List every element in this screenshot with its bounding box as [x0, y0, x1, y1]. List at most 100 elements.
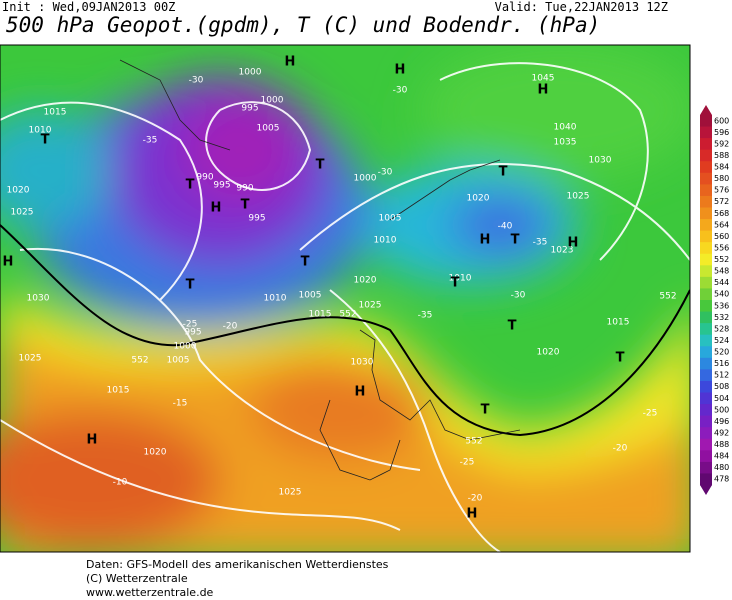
isoline-label: 1025: [567, 192, 590, 202]
isoline-label: 1025: [19, 354, 42, 364]
colorbar-arrow-bottom: [700, 485, 712, 495]
colorbar-swatch: [700, 161, 712, 174]
colorbar-label: 548: [714, 267, 729, 276]
isoline-label: 1025: [359, 301, 382, 311]
isoline-label: 1000: [261, 96, 284, 106]
isoline-label: 990: [236, 184, 253, 194]
colorbar-label: 588: [714, 151, 729, 160]
colorbar-label: 600: [714, 116, 729, 125]
isoline-label: 1005: [167, 356, 190, 366]
pressure-center: T: [481, 403, 490, 418]
colorbar-label: 572: [714, 197, 729, 206]
colorbar-label: 484: [714, 452, 729, 461]
colorbar-label: 580: [714, 174, 729, 183]
colorbar-swatch: [700, 450, 712, 463]
pressure-center: H: [3, 255, 14, 270]
colorbar-label: 540: [714, 290, 729, 299]
pressure-center: H: [355, 385, 366, 400]
colorbar-swatch: [700, 184, 712, 197]
isoline-label: 552: [659, 292, 676, 302]
isoline-label: -25: [183, 320, 198, 330]
colorbar-swatch: [700, 207, 712, 220]
isoline-label: -20: [468, 494, 483, 504]
isoline-label: 1010: [264, 294, 287, 304]
isoline-label: 995: [184, 328, 201, 338]
pressure-center: H: [467, 507, 478, 522]
colorbar-swatch: [700, 115, 712, 128]
colorbar-swatch: [700, 380, 712, 393]
colorbar-label: 504: [714, 394, 729, 403]
colorbar-swatch: [700, 311, 712, 324]
isoline-label: 1000: [354, 174, 377, 184]
pressure-center: T: [186, 178, 195, 193]
colorbar-swatch: [700, 438, 712, 451]
colorbar-label: 520: [714, 348, 729, 357]
colorbar-swatch: [700, 219, 712, 232]
isoline-label: 1045: [532, 74, 555, 84]
isoline-label: -30: [189, 76, 204, 86]
isoline-label: 1015: [607, 318, 630, 328]
isoline-label: 995: [248, 214, 265, 224]
colorbar-swatch: [700, 357, 712, 370]
isoline-label: 1025: [279, 488, 302, 498]
colorbar-swatch: [700, 392, 712, 405]
colorbar-label: 516: [714, 359, 729, 368]
pressure-center: H: [285, 55, 296, 70]
colorbar-label: 524: [714, 336, 729, 345]
isoline-label: 1020: [7, 186, 30, 196]
colorbar-label: 488: [714, 440, 729, 449]
colorbar-label: 568: [714, 209, 729, 218]
colorbar-arrow-top: [700, 105, 712, 115]
isoline-label: 1020: [144, 448, 167, 458]
colorbar-label: 508: [714, 382, 729, 391]
isoline-label: 1010: [374, 236, 397, 246]
colorbar-label: 536: [714, 301, 729, 310]
colorbar-label: 576: [714, 186, 729, 195]
pressure-center: H: [395, 63, 406, 78]
isoline-label: -25: [643, 409, 658, 419]
pressure-center: T: [186, 278, 195, 293]
isoline-label: 1005: [299, 291, 322, 301]
pressure-center: H: [211, 201, 222, 216]
pressure-center: T: [511, 233, 520, 248]
colorbar-swatch: [700, 323, 712, 336]
isoline-label: 1005: [257, 124, 280, 134]
isoline-label: 552: [131, 356, 148, 366]
isoline-label: 1040: [554, 123, 577, 133]
colorbar-label: 584: [714, 163, 729, 172]
colorbar-label: 512: [714, 371, 729, 380]
isoline-label: -30: [511, 291, 526, 301]
isoline-label: 1005: [379, 214, 402, 224]
colorbar-swatch: [700, 230, 712, 243]
isoline-label: -15: [173, 399, 188, 409]
colorbar-label: 564: [714, 220, 729, 229]
colorbar-label: 556: [714, 243, 729, 252]
init-time: Init : Wed,09JAN2013 00Z: [2, 0, 176, 14]
colorbar-swatch: [700, 300, 712, 313]
footer-line: Daten: GFS-Modell des amerikanischen Wet…: [86, 558, 389, 571]
colorbar-swatch: [700, 427, 712, 440]
colorbar-swatch: [700, 265, 712, 278]
isoline-label: -35: [143, 136, 158, 146]
pressure-center: H: [538, 83, 549, 98]
colorbar-label: 492: [714, 428, 729, 437]
isoline-label: 995: [241, 104, 258, 114]
isoline-label: -30: [378, 168, 393, 178]
colorbar-swatch: [700, 126, 712, 139]
colorbar-swatch: [700, 369, 712, 382]
field: [0, 45, 690, 552]
isoline-label: -10: [113, 478, 128, 488]
colorbar-swatch: [700, 415, 712, 428]
pressure-center: T: [41, 133, 50, 148]
isoline-label: 552: [465, 437, 482, 447]
isoline-label: 1015: [44, 108, 67, 118]
colorbar-label: 560: [714, 232, 729, 241]
pressure-center: T: [499, 165, 508, 180]
colorbar-label: 478: [714, 475, 729, 484]
colorbar-swatch: [700, 138, 712, 151]
isoline-label: 1015: [107, 386, 130, 396]
isoline-label: 1023: [551, 246, 574, 256]
colorbar-label: 500: [714, 405, 729, 414]
footer-line: (C) Wetterzentrale: [86, 572, 188, 585]
